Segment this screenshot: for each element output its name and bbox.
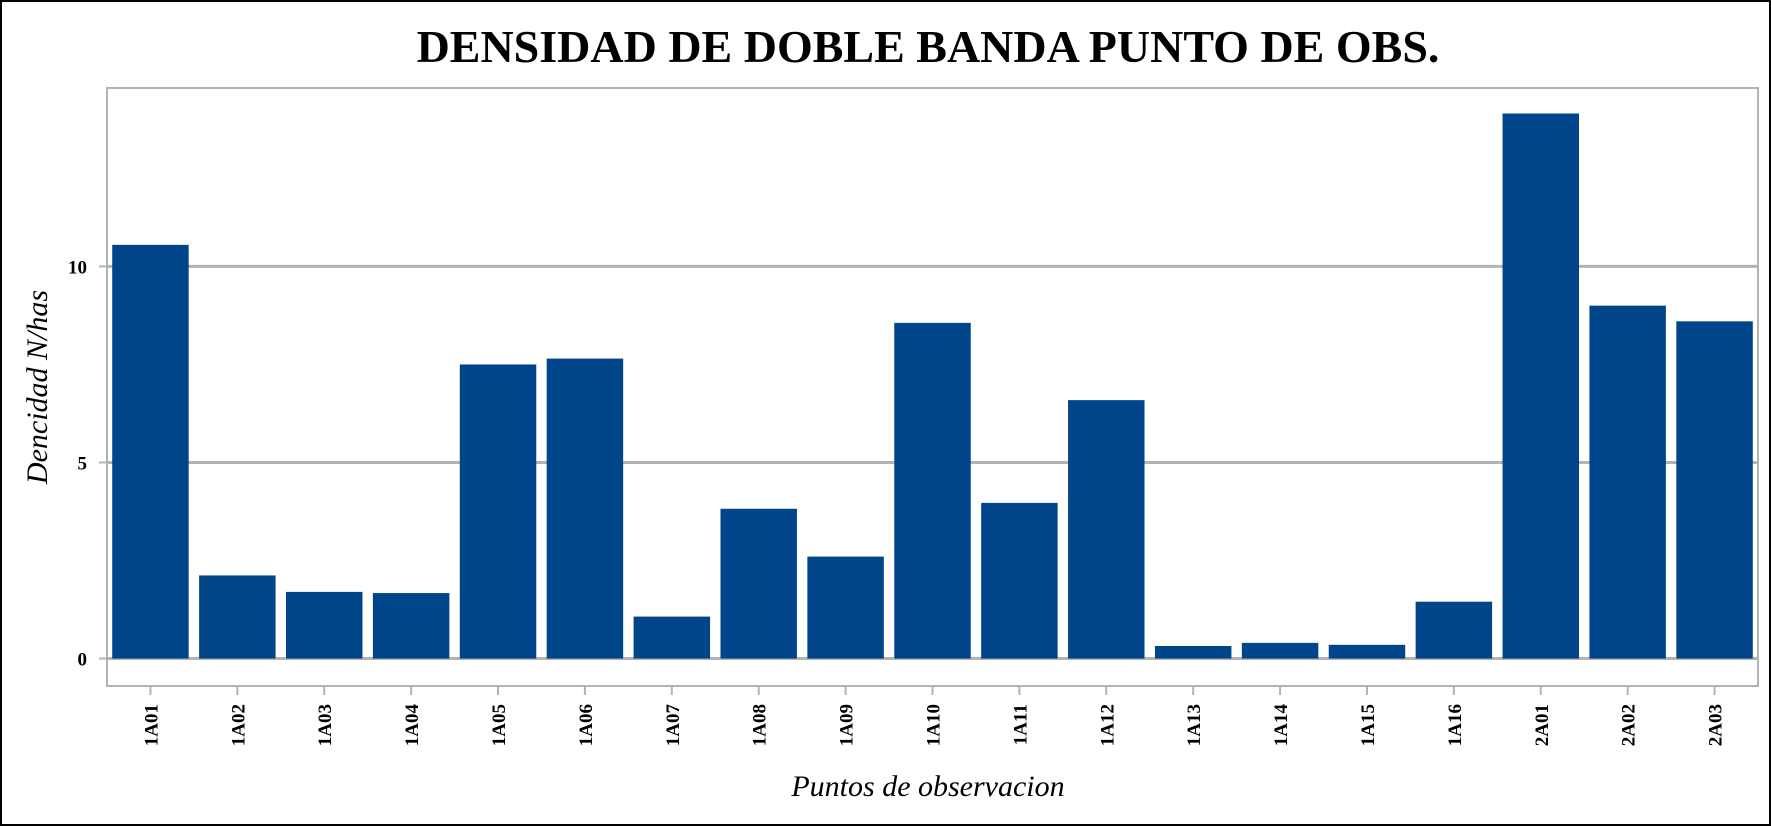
bar-1a11: [981, 502, 1058, 659]
bar-1a14: [1241, 642, 1319, 659]
bar-1a01: [112, 244, 189, 659]
x-tick-label: 1A08: [750, 704, 771, 746]
x-tick-label: 2A03: [1706, 704, 1727, 746]
x-tick-label: 1A12: [1097, 704, 1118, 746]
x-tick-label: 2A02: [1619, 704, 1640, 746]
x-tick-label: 1A03: [315, 704, 336, 746]
y-tick-label: 0: [78, 650, 88, 671]
y-axis-label: Dencidad N/has: [21, 290, 54, 485]
x-tick-label: 2A01: [1532, 704, 1553, 746]
bar-1a15: [1328, 644, 1406, 659]
bar-1a08: [720, 508, 797, 659]
x-tick-label: 1A13: [1184, 704, 1205, 746]
bar-1a05: [459, 364, 537, 659]
x-tick-label: 1A04: [402, 704, 423, 747]
bars: [112, 113, 1753, 659]
bar-2a02: [1589, 305, 1666, 659]
x-tick-label: 1A01: [141, 704, 162, 746]
bar-1a16: [1415, 601, 1493, 659]
bar-1a02: [199, 575, 276, 659]
x-tick-label: 1A02: [228, 704, 249, 746]
bar-1a03: [286, 591, 363, 659]
bar-1a04: [372, 593, 450, 659]
bar-2a01: [1502, 113, 1579, 659]
bar-1a10: [894, 322, 971, 659]
x-tick-label: 1A14: [1271, 704, 1292, 747]
bar-1a09: [807, 556, 884, 659]
bar-1a13: [1154, 646, 1232, 659]
bar-1a12: [1068, 400, 1145, 659]
bar-2a03: [1676, 321, 1753, 659]
x-tick-label: 1A07: [663, 704, 684, 747]
y-tick-label: 10: [68, 257, 87, 278]
x-axis-label: Puntos de observacion: [790, 770, 1064, 803]
bar-1a07: [633, 616, 711, 659]
x-tick-label: 1A10: [924, 704, 945, 746]
x-tick-label: 1A15: [1358, 704, 1379, 746]
x-tick-label: 1A05: [489, 704, 510, 746]
chart-title: DENSIDAD DE DOBLE BANDA PUNTO DE OBS.: [417, 21, 1440, 72]
y-tick-label: 5: [78, 453, 88, 474]
y-axis: 0 5 10: [68, 257, 107, 671]
x-axis: 1A01 1A02 1A03 1A04 1A05 1A06 1A07 1A08 1A09 1A10…: [141, 686, 1727, 747]
x-tick-label: 1A11: [1010, 704, 1031, 745]
bar-1a06: [546, 358, 624, 659]
x-tick-label: 1A06: [576, 704, 597, 746]
x-tick-label: 1A16: [1445, 704, 1466, 746]
x-tick-label: 1A09: [837, 704, 858, 746]
